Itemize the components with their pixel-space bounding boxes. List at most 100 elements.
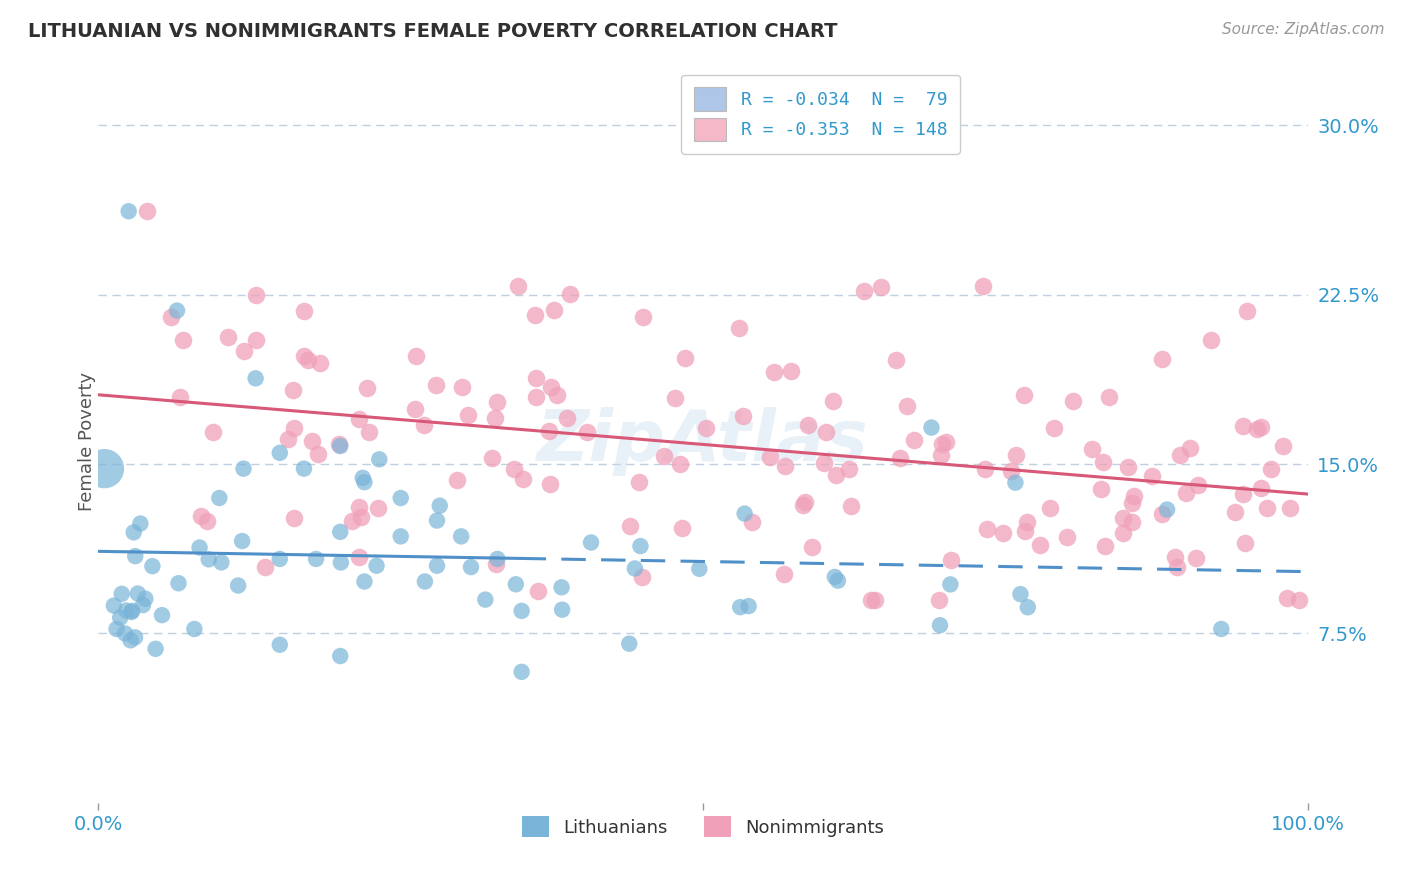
Point (451, 380, 474, 394)
Point (1112, 511, 1135, 525)
Point (797, 417, 820, 432)
Point (1152, 507, 1174, 521)
Point (503, 462, 526, 476)
Point (353, 574, 375, 589)
Point (976, 522, 998, 536)
Point (426, 514, 449, 528)
Point (190, 508, 212, 523)
Point (935, 435, 957, 450)
Point (356, 381, 378, 395)
Point (972, 278, 994, 293)
Point (853, 284, 876, 298)
Point (253, 560, 276, 574)
Point (145, 641, 167, 656)
Point (329, 439, 352, 453)
Point (1175, 485, 1198, 500)
Point (505, 577, 527, 591)
Point (815, 425, 838, 439)
Point (920, 420, 942, 434)
Point (1092, 455, 1115, 469)
Point (673, 351, 696, 365)
Point (283, 511, 305, 525)
Point (903, 434, 925, 448)
Point (1014, 524, 1036, 539)
Point (794, 494, 817, 508)
Point (669, 457, 692, 471)
Point (460, 560, 482, 574)
Point (292, 303, 315, 318)
Point (297, 352, 319, 367)
Point (93, 461, 115, 475)
Point (538, 424, 561, 438)
Point (737, 599, 759, 614)
Point (889, 451, 911, 466)
Point (231, 534, 253, 549)
Point (486, 394, 509, 409)
Point (939, 552, 962, 566)
Point (619, 518, 641, 533)
Point (1236, 303, 1258, 318)
Point (727, 321, 749, 335)
Point (1081, 442, 1104, 456)
Point (1123, 489, 1146, 503)
Point (111, 587, 134, 601)
Point (232, 461, 254, 475)
Point (731, 409, 754, 423)
Point (150, 608, 173, 623)
Point (349, 500, 371, 515)
Point (202, 425, 225, 439)
Point (652, 449, 675, 463)
Point (183, 622, 205, 636)
Point (124, 630, 146, 644)
Point (1112, 525, 1135, 540)
Point (305, 552, 328, 566)
Point (405, 350, 427, 364)
Point (108, 610, 131, 624)
Point (624, 561, 647, 575)
Point (973, 462, 995, 476)
Point (759, 450, 782, 465)
Point (1232, 487, 1254, 501)
Legend: Lithuanians, Nonimmigrants: Lithuanians, Nonimmigrants (515, 809, 891, 845)
Point (896, 399, 918, 413)
Point (121, 604, 143, 618)
Point (870, 280, 893, 294)
Point (114, 626, 136, 640)
Point (245, 287, 267, 301)
Point (939, 577, 962, 591)
Point (474, 592, 496, 607)
Point (195, 514, 218, 528)
Point (547, 388, 569, 402)
Point (1166, 560, 1188, 574)
Point (728, 600, 751, 615)
Point (457, 409, 479, 423)
Point (792, 498, 814, 512)
Point (838, 462, 860, 476)
Point (550, 580, 572, 594)
Point (827, 574, 849, 588)
Point (762, 365, 785, 379)
Point (269, 552, 291, 566)
Point (135, 204, 157, 219)
Point (426, 558, 449, 573)
Point (1039, 501, 1062, 516)
Point (366, 558, 388, 573)
Point (301, 434, 323, 449)
Point (1056, 530, 1078, 544)
Point (510, 604, 533, 618)
Point (115, 603, 138, 617)
Point (773, 566, 796, 581)
Point (734, 507, 756, 521)
Point (540, 380, 562, 394)
Point (340, 515, 363, 529)
Point (269, 638, 291, 652)
Point (928, 592, 950, 607)
Point (1223, 505, 1246, 519)
Point (281, 383, 304, 397)
Point (1275, 591, 1298, 605)
Y-axis label: Female Poverty: Female Poverty (79, 372, 96, 511)
Point (413, 574, 436, 589)
Point (329, 524, 352, 539)
Point (1017, 600, 1039, 615)
Text: LITHUANIAN VS NONIMMIGRANTS FEMALE POVERTY CORRELATION CHART: LITHUANIAN VS NONIMMIGRANTS FEMALE POVER… (28, 22, 838, 41)
